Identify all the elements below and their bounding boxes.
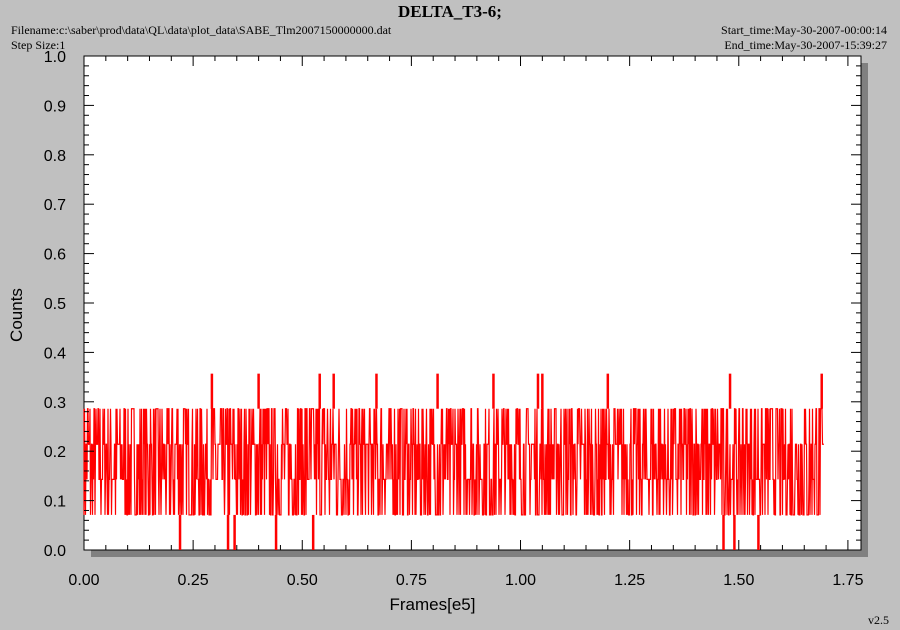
x-tick-label: 1.00 bbox=[505, 572, 536, 589]
y-tick-label: 0.7 bbox=[44, 197, 66, 214]
x-tick-label: 0.25 bbox=[178, 572, 209, 589]
y-tick-label: 0.2 bbox=[44, 444, 66, 461]
y-tick-label: 0.1 bbox=[44, 494, 66, 511]
chart-title: DELTA_T3-6; bbox=[398, 2, 502, 21]
x-tick-label: 1.25 bbox=[614, 572, 645, 589]
x-tick-label: 1.50 bbox=[723, 572, 754, 589]
y-tick-label: 0.3 bbox=[44, 395, 66, 412]
y-tick-label: 0.0 bbox=[44, 543, 66, 560]
y-tick-label: 0.5 bbox=[44, 296, 66, 313]
end-time-label: End_time:May-30-2007-15:39:27 bbox=[724, 38, 887, 52]
x-tick-label: 0.75 bbox=[396, 572, 427, 589]
x-tick-label: 0.00 bbox=[68, 572, 99, 589]
version-label: v2.5 bbox=[868, 613, 889, 627]
start-time-label: Start_time:May-30-2007-00:00:14 bbox=[721, 23, 887, 37]
step-size-label: Step Size:1 bbox=[11, 38, 66, 52]
y-tick-label: 0.8 bbox=[44, 148, 66, 165]
x-axis-label: Frames[e5] bbox=[390, 595, 476, 614]
y-tick-label: 0.9 bbox=[44, 98, 66, 115]
y-tick-label: 1.0 bbox=[44, 49, 66, 66]
x-tick-label: 0.50 bbox=[287, 572, 318, 589]
x-tick-label: 1.75 bbox=[832, 572, 863, 589]
series-line bbox=[83, 408, 824, 516]
y-axis-label: Counts bbox=[7, 288, 26, 342]
filename-label: Filename:c:\saber\prod\data\QL\data\plot… bbox=[11, 23, 392, 37]
y-tick-label: 0.6 bbox=[44, 247, 66, 264]
y-tick-label: 0.4 bbox=[44, 345, 66, 362]
